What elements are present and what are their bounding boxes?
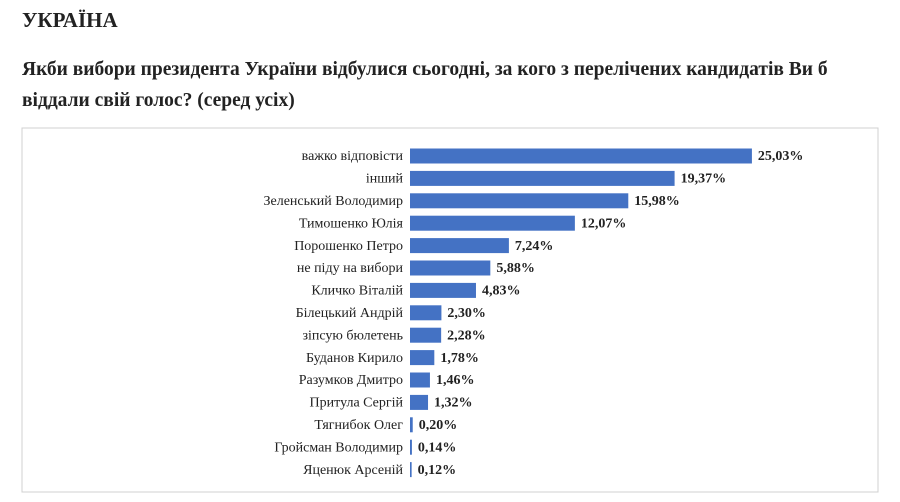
bar (410, 417, 413, 433)
bar (410, 350, 435, 366)
bar (410, 260, 491, 276)
category-label: Тягнибок Олег (314, 418, 403, 433)
category-label: Кличко Віталій (311, 284, 403, 299)
value-label: 19,37% (681, 172, 727, 187)
category-label: не піду на вибори (297, 261, 404, 276)
category-label: Тимошенко Юлія (299, 216, 404, 231)
bar (410, 327, 442, 343)
bar (410, 148, 752, 164)
bar (410, 170, 675, 186)
bar (410, 372, 430, 388)
category-label: Зеленський Володимир (263, 194, 403, 209)
subtitle: Якби вибори президента України відбулися… (22, 59, 828, 111)
category-label: Притула Сергій (310, 396, 404, 411)
bar (410, 193, 629, 209)
value-label: 1,46% (436, 373, 475, 388)
bar (410, 394, 429, 410)
category-label: зіпсую бюлетень (302, 328, 403, 343)
category-label: Гройсман Володимир (274, 440, 403, 455)
value-label: 0,20% (419, 418, 458, 433)
category-label: Буданов Кирило (306, 351, 403, 366)
value-label: 2,30% (447, 306, 486, 321)
bar (410, 238, 509, 254)
category-label: Разумков Дмитро (299, 373, 403, 388)
value-label: 15,98% (634, 194, 680, 209)
bar (410, 215, 575, 231)
chart-frame (21, 127, 879, 493)
value-label: 1,32% (434, 396, 473, 411)
bar (410, 282, 476, 298)
value-label: 5,88% (496, 261, 535, 276)
bar (410, 439, 412, 455)
value-label: 0,12% (418, 463, 457, 478)
value-label: 25,03% (758, 149, 804, 164)
category-label: інший (366, 172, 404, 187)
bar (410, 305, 442, 321)
value-label: 1,78% (440, 351, 479, 366)
category-label: Яценюк Арсеній (303, 463, 403, 478)
value-label: 2,28% (447, 328, 486, 343)
category-label: важко відповісти (302, 149, 404, 164)
value-label: 4,83% (482, 284, 520, 299)
value-label: 0,14% (418, 440, 457, 455)
category-label: Білецький Андрій (296, 306, 404, 321)
category-label: Порошенко Петро (294, 239, 403, 254)
value-label: 12,07% (581, 216, 627, 231)
bar (410, 462, 412, 478)
title: УКРАЇНА (22, 8, 118, 32)
value-label: 7,24% (515, 239, 554, 254)
